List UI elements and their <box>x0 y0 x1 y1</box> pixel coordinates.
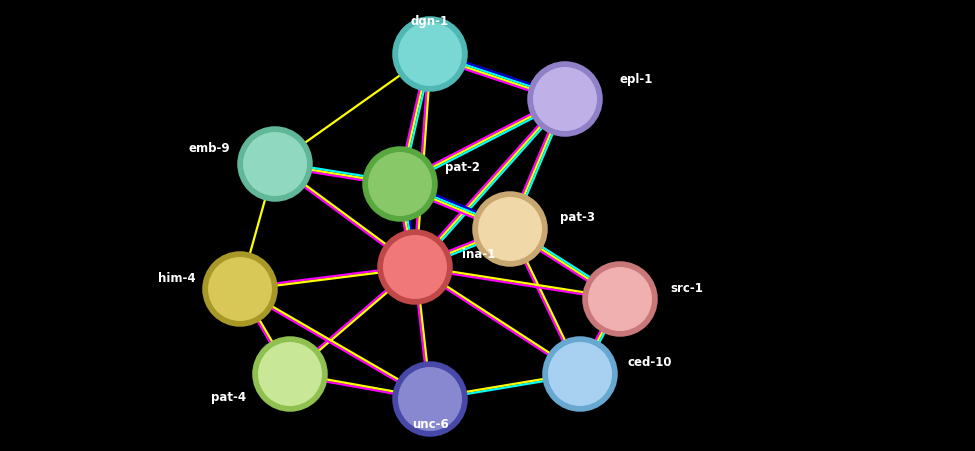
Circle shape <box>258 342 322 406</box>
Circle shape <box>392 17 468 92</box>
Text: pat-3: pat-3 <box>560 211 595 224</box>
Text: him-4: him-4 <box>158 271 196 284</box>
Text: ced-10: ced-10 <box>628 356 673 368</box>
Text: ina-1: ina-1 <box>462 248 495 261</box>
Circle shape <box>478 198 542 262</box>
Circle shape <box>383 235 447 299</box>
Circle shape <box>237 127 313 202</box>
Text: dgn-1: dgn-1 <box>410 15 449 28</box>
Circle shape <box>243 133 307 197</box>
Circle shape <box>542 336 618 412</box>
Text: pat-4: pat-4 <box>211 391 246 404</box>
Circle shape <box>363 147 438 222</box>
Circle shape <box>253 336 328 412</box>
Circle shape <box>202 252 278 327</box>
Text: epl-1: epl-1 <box>620 74 653 86</box>
Text: pat-2: pat-2 <box>445 161 480 174</box>
Circle shape <box>398 367 462 431</box>
Text: src-1: src-1 <box>670 281 703 294</box>
Circle shape <box>548 342 612 406</box>
Text: emb-9: emb-9 <box>188 141 230 154</box>
Circle shape <box>472 192 548 267</box>
Circle shape <box>527 62 603 138</box>
Circle shape <box>588 267 652 331</box>
Circle shape <box>533 68 597 132</box>
Circle shape <box>368 152 432 216</box>
Circle shape <box>582 262 658 337</box>
Circle shape <box>392 361 468 437</box>
Circle shape <box>398 23 462 87</box>
Text: unc-6: unc-6 <box>411 418 448 431</box>
Circle shape <box>208 258 272 321</box>
Circle shape <box>377 230 452 305</box>
